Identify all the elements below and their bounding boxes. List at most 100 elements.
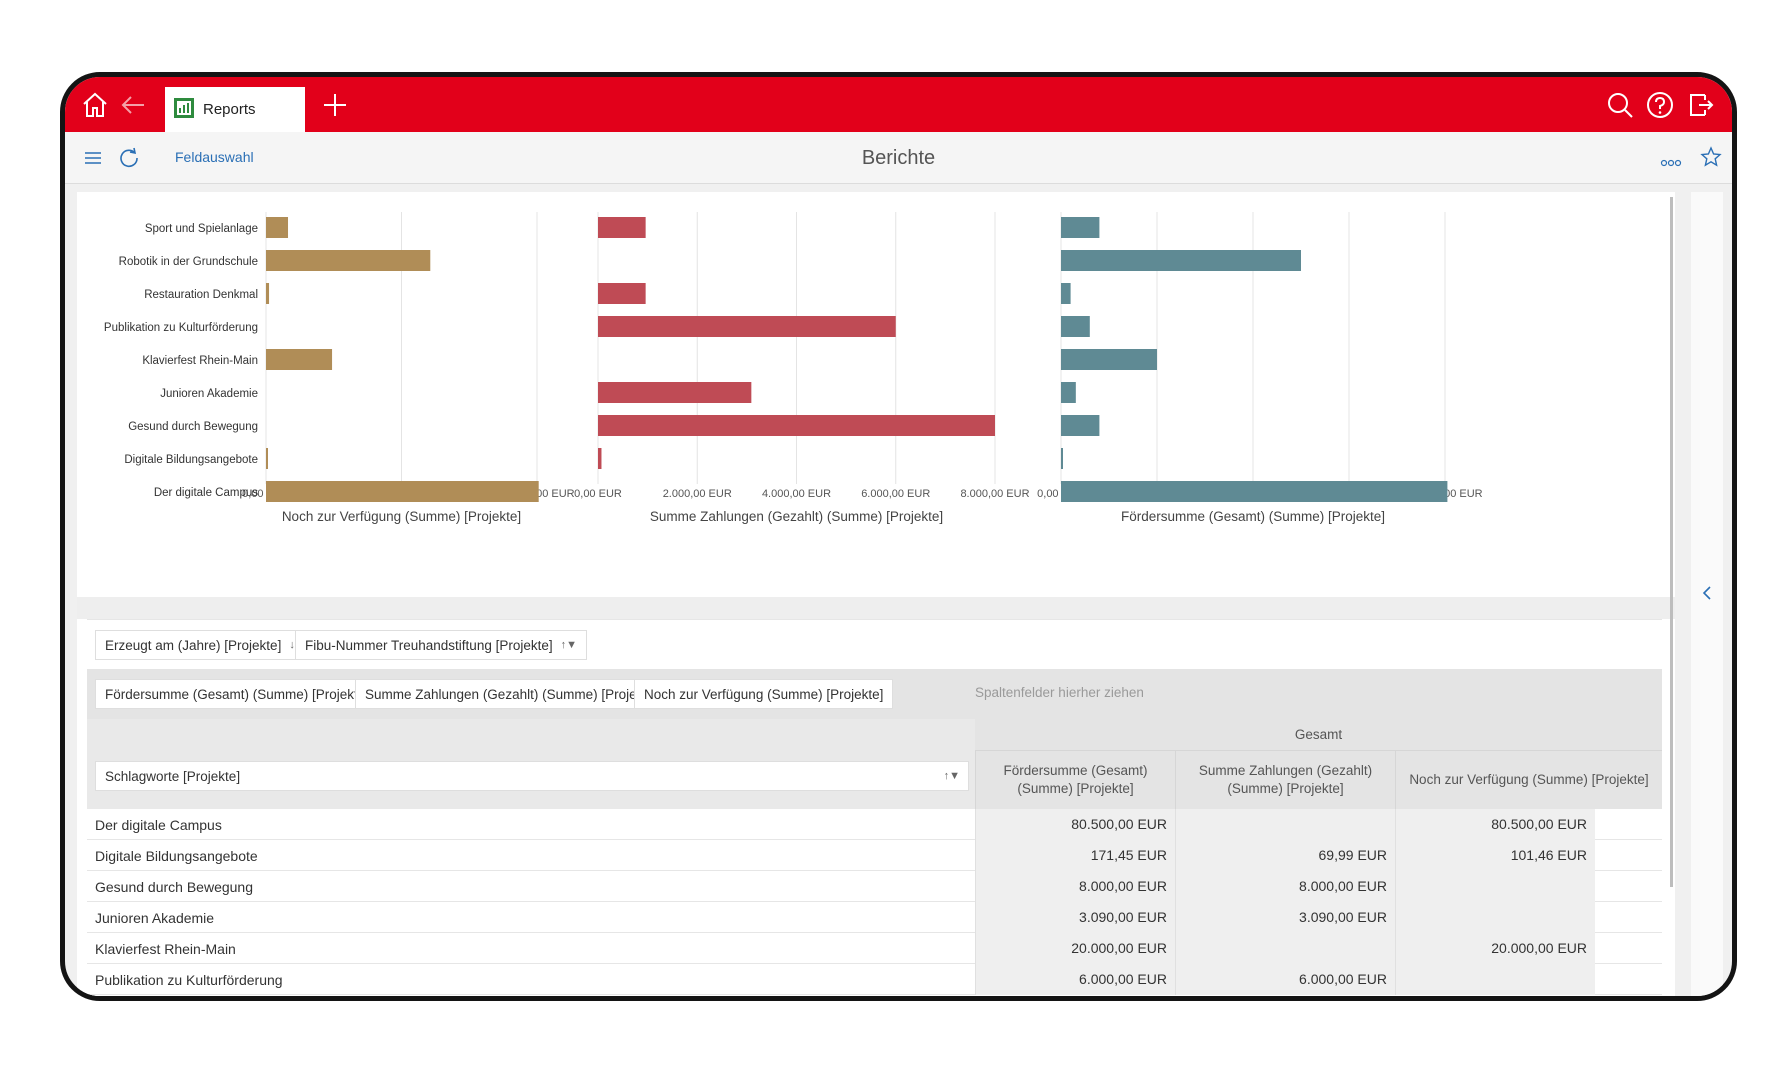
report-sheet-icon bbox=[173, 97, 195, 123]
cell-zahlungen bbox=[1175, 809, 1395, 840]
row-label: Digitale Bildungsangebote bbox=[95, 848, 258, 864]
bar-chart-2: 0,00 EUR 2.000,00 EUR 4.000,00 EUR 6.000,00… bbox=[574, 212, 1030, 524]
top-bar: Reports bbox=[65, 77, 1732, 132]
bar[interactable] bbox=[598, 217, 646, 238]
cell-noch-verfuegbar bbox=[1395, 871, 1595, 902]
category-label: Sport und Spielanlage bbox=[145, 223, 258, 235]
bar[interactable] bbox=[266, 481, 539, 502]
table-row[interactable]: Klavierfest Rhein-Main 20.000,00 EUR 20.… bbox=[87, 933, 1662, 964]
data-field-area: Fördersumme (Gesamt) (Summe) [Projekte] … bbox=[87, 669, 1662, 719]
filter-field-created-year[interactable]: Erzeugt am (Jahre) [Projekte] ↓▼ bbox=[95, 630, 316, 660]
cell-foerdersumme: 20.000,00 EUR bbox=[975, 933, 1175, 964]
row-label: Gesund durch Bewegung bbox=[95, 879, 253, 895]
bar[interactable] bbox=[266, 448, 268, 469]
category-label: Digitale Bildungsangebote bbox=[124, 454, 258, 466]
help-icon[interactable] bbox=[1640, 85, 1680, 125]
bar[interactable] bbox=[598, 448, 602, 469]
vertical-scrollbar[interactable] bbox=[1670, 197, 1673, 887]
sort-filter-icon[interactable]: ↑▼ bbox=[560, 639, 577, 651]
bar[interactable] bbox=[266, 349, 333, 370]
bar[interactable] bbox=[1061, 382, 1076, 403]
table-row[interactable]: Junioren Akademie 3.090,00 EUR 3.090,00 … bbox=[87, 902, 1662, 933]
column-header-noch-verfuegbar[interactable]: Noch zur Verfügung (Summe) [Projekte] bbox=[1395, 751, 1662, 809]
pivot-header-area: Schlagworte [Projekte] ↑▼ Gesamt Förders… bbox=[87, 719, 1662, 809]
cell-noch-verfuegbar: 80.500,00 EUR bbox=[1395, 809, 1595, 840]
cell-foerdersumme: 8.000,00 EUR bbox=[975, 871, 1175, 902]
cell-foerdersumme: 3.090,00 EUR bbox=[975, 902, 1175, 933]
bar[interactable] bbox=[1061, 250, 1301, 271]
field-selection-link[interactable]: Feldauswahl bbox=[175, 149, 254, 165]
cell-zahlungen: 6.000,00 EUR bbox=[1175, 964, 1395, 995]
bar[interactable] bbox=[598, 382, 752, 403]
column-header-zahlungen[interactable]: Summe Zahlungen (Gezahlt) (Summe) [Proje… bbox=[1175, 751, 1395, 809]
row-label: Der digitale Campus bbox=[95, 817, 222, 833]
search-icon[interactable] bbox=[1600, 85, 1640, 125]
bar[interactable] bbox=[598, 283, 646, 304]
category-label: Publikation zu Kulturförderung bbox=[104, 322, 258, 334]
tab-reports[interactable]: Reports bbox=[165, 87, 305, 132]
cell-noch-verfuegbar: 20.000,00 EUR bbox=[1395, 933, 1595, 964]
tick-label: 0,00 EUR bbox=[574, 488, 622, 500]
category-label: Klavierfest Rhein-Main bbox=[142, 355, 258, 367]
bar[interactable] bbox=[266, 283, 270, 304]
chevron-left-icon[interactable] bbox=[1700, 584, 1714, 607]
cell-zahlungen: 3.090,00 EUR bbox=[1175, 902, 1395, 933]
tick-label: 8.000,00 EUR bbox=[960, 488, 1029, 500]
home-icon[interactable] bbox=[75, 85, 115, 125]
more-options-icon[interactable] bbox=[1660, 154, 1682, 172]
x-axis-label: Fördersumme (Gesamt) (Summe) [Projekte] bbox=[1121, 509, 1385, 524]
column-header-foerdersumme[interactable]: Fördersumme (Gesamt) (Summe) [Projekte] bbox=[975, 751, 1175, 809]
favorite-star-icon[interactable] bbox=[1700, 146, 1722, 173]
logout-icon[interactable] bbox=[1680, 85, 1720, 125]
table-row[interactable]: Publikation zu Kulturförderung 6.000,00 … bbox=[87, 964, 1662, 995]
bar[interactable] bbox=[1061, 448, 1063, 469]
bar[interactable] bbox=[598, 316, 896, 337]
category-label: Restauration Denkmal bbox=[144, 289, 258, 301]
bar[interactable] bbox=[598, 415, 995, 436]
bar[interactable] bbox=[1061, 415, 1100, 436]
category-label: Robotik in der Grundschule bbox=[119, 256, 258, 268]
sort-filter-icon[interactable]: ↑▼ bbox=[943, 770, 960, 782]
cell-noch-verfuegbar bbox=[1395, 902, 1595, 933]
data-field-foerdersumme[interactable]: Fördersumme (Gesamt) (Summe) [Projekte] bbox=[95, 679, 380, 709]
row-field-schlagworte[interactable]: Schlagworte [Projekte] ↑▼ bbox=[95, 761, 969, 791]
x-axis-label: Noch zur Verfügung (Summe) [Projekte] bbox=[282, 509, 521, 524]
table-row[interactable]: Digitale Bildungsangebote 171,45 EUR 69,… bbox=[87, 840, 1662, 871]
column-fields-placeholder: Spaltenfelder hierher ziehen bbox=[975, 685, 1144, 700]
page-title: Berichte bbox=[861, 147, 936, 169]
cell-foerdersumme: 171,45 EUR bbox=[975, 840, 1175, 871]
data-field-noch-verfuegbar[interactable]: Noch zur Verfügung (Summe) [Projekte] bbox=[634, 679, 894, 709]
refresh-icon[interactable] bbox=[118, 147, 140, 174]
filter-field-fibu-number[interactable]: Fibu-Nummer Treuhandstiftung [Projekte] … bbox=[295, 630, 587, 660]
cell-zahlungen: 8.000,00 EUR bbox=[1175, 871, 1395, 902]
sub-toolbar: Feldauswahl Berichte bbox=[65, 132, 1732, 184]
cell-zahlungen: 69,99 EUR bbox=[1175, 840, 1395, 871]
bar[interactable] bbox=[1061, 481, 1448, 502]
cell-foerdersumme: 6.000,00 EUR bbox=[975, 964, 1175, 995]
section-divider bbox=[77, 597, 1675, 619]
category-label: Junioren Akademie bbox=[160, 388, 258, 400]
add-tab-icon[interactable] bbox=[315, 85, 355, 125]
bar[interactable] bbox=[266, 217, 289, 238]
tick-label: 4.000,00 EUR bbox=[762, 488, 831, 500]
tick-label: 6.000,00 EUR bbox=[861, 488, 930, 500]
bar[interactable] bbox=[1061, 217, 1100, 238]
bar[interactable] bbox=[1061, 349, 1157, 370]
cell-foerdersumme: 80.500,00 EUR bbox=[975, 809, 1175, 840]
bar[interactable] bbox=[1061, 316, 1090, 337]
filter-field-area: Erzeugt am (Jahre) [Projekte] ↓▼ Fibu-Nu… bbox=[87, 619, 1662, 669]
bar[interactable] bbox=[1061, 283, 1071, 304]
back-arrow-icon[interactable] bbox=[113, 85, 153, 125]
row-label: Klavierfest Rhein-Main bbox=[95, 941, 236, 957]
table-row[interactable]: Der digitale Campus 80.500,00 EUR 80.500… bbox=[87, 809, 1662, 840]
table-row[interactable]: Gesund durch Bewegung 8.000,00 EUR 8.000… bbox=[87, 871, 1662, 902]
data-field-zahlungen[interactable]: Summe Zahlungen (Gezahlt) (Summe) [Proje… bbox=[355, 679, 669, 709]
bar[interactable] bbox=[266, 250, 431, 271]
row-label: Junioren Akademie bbox=[95, 910, 215, 926]
menu-icon[interactable] bbox=[83, 148, 103, 173]
side-panel-toggle-strip bbox=[1691, 192, 1723, 996]
cell-zahlungen bbox=[1175, 933, 1395, 964]
